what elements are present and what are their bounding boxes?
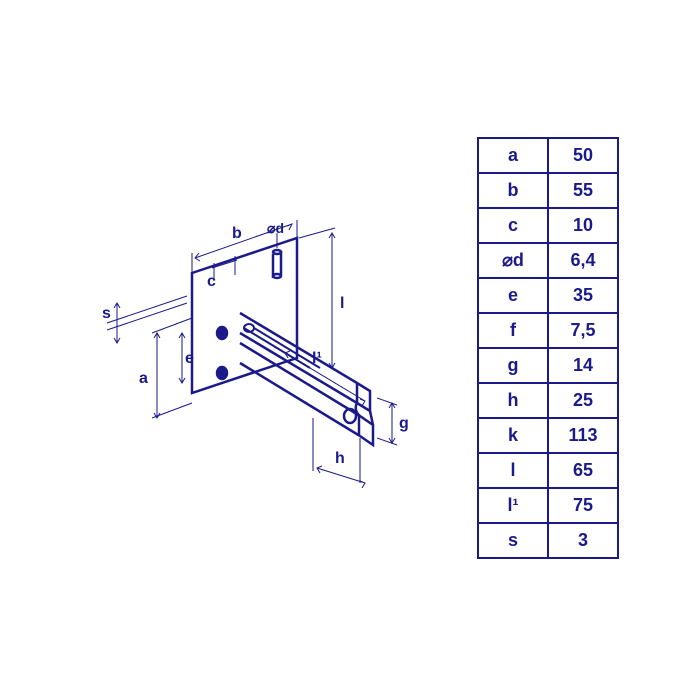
table-row: b55 — [478, 173, 618, 208]
dim-value-cell: 50 — [548, 138, 618, 173]
dim-value-cell: 7,5 — [548, 313, 618, 348]
dim-label-c: c — [207, 273, 216, 290]
dim-label-l: l — [340, 295, 344, 312]
table-row: s3 — [478, 523, 618, 558]
dim-value-cell: 65 — [548, 453, 618, 488]
dim-label-cell: g — [478, 348, 548, 383]
dim-value-cell: 14 — [548, 348, 618, 383]
dim-label-h: h — [335, 450, 345, 467]
table-row: ⌀d6,4 — [478, 243, 618, 278]
dim-value-cell: 6,4 — [548, 243, 618, 278]
dim-label-cell: l — [478, 453, 548, 488]
dim-label-l1: l¹ — [312, 350, 322, 367]
dim-label-g: g — [399, 415, 409, 432]
dim-value-cell: 10 — [548, 208, 618, 243]
table-row: g14 — [478, 348, 618, 383]
table-row: e35 — [478, 278, 618, 313]
table-row: c10 — [478, 208, 618, 243]
technical-drawing: s a e b c ⌀d l l¹ g h — [77, 158, 457, 538]
table-row: h25 — [478, 383, 618, 418]
dim-label-cell: a — [478, 138, 548, 173]
dim-value-cell: 75 — [548, 488, 618, 523]
table-row: a50 — [478, 138, 618, 173]
dim-label-d: ⌀d — [267, 220, 284, 236]
dim-value-cell: 3 — [548, 523, 618, 558]
dim-label-cell: ⌀d — [478, 243, 548, 278]
dim-label-cell: s — [478, 523, 548, 558]
dim-label-cell: f — [478, 313, 548, 348]
dimension-table: a50b55c10⌀d6,4e35f7,5g14h25k113l65l¹75s3 — [477, 137, 619, 559]
dim-label-a: a — [139, 370, 148, 387]
dim-value-cell: 113 — [548, 418, 618, 453]
dim-value-cell: 55 — [548, 173, 618, 208]
dim-label-cell: l¹ — [478, 488, 548, 523]
dim-value-cell: 25 — [548, 383, 618, 418]
dim-value-cell: 35 — [548, 278, 618, 313]
table-row: k113 — [478, 418, 618, 453]
table-row: l65 — [478, 453, 618, 488]
table-row: f7,5 — [478, 313, 618, 348]
dim-label-cell: k — [478, 418, 548, 453]
table-row: l¹75 — [478, 488, 618, 523]
dim-label-e: e — [185, 350, 194, 367]
dim-label-cell: b — [478, 173, 548, 208]
dim-label-cell: c — [478, 208, 548, 243]
dim-label-s: s — [102, 305, 111, 322]
dim-label-cell: h — [478, 383, 548, 418]
dim-label-cell: e — [478, 278, 548, 313]
dim-label-b: b — [232, 225, 242, 242]
